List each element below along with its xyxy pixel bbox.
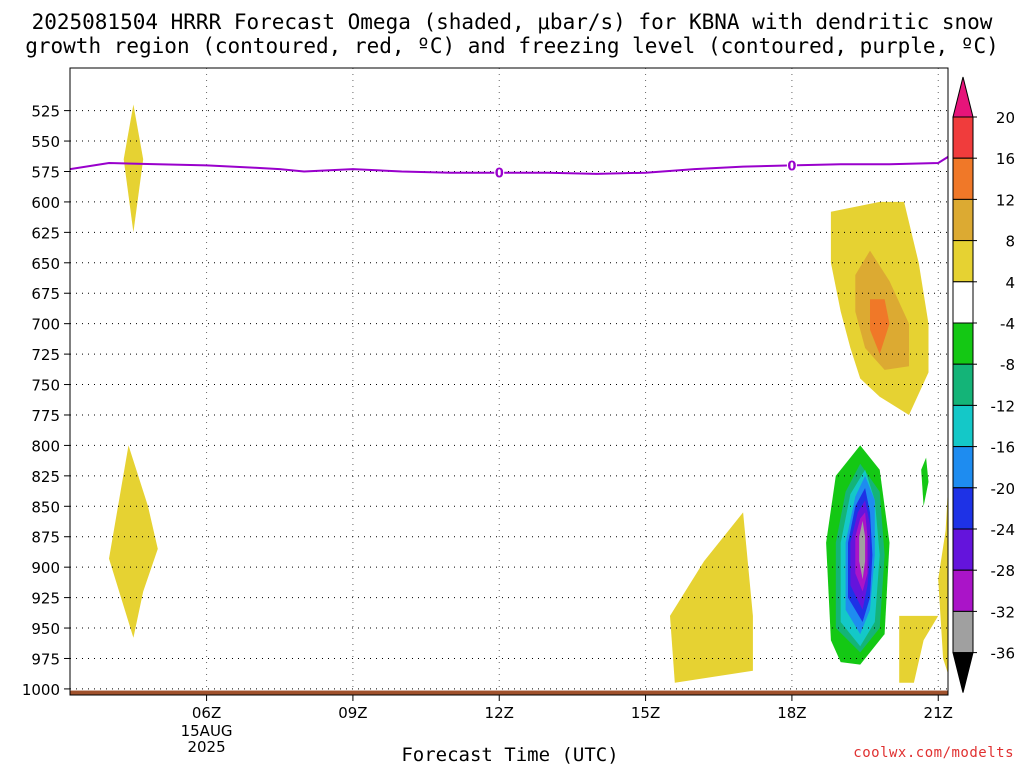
y-tick-label: 950	[31, 620, 60, 638]
y-tick-label: 925	[31, 590, 60, 608]
y-tick-label: 525	[31, 103, 60, 121]
freezing-level-label: 0	[495, 167, 504, 182]
y-tick-label: 650	[31, 255, 60, 273]
colorbar-label: 4	[1005, 274, 1015, 292]
colorbar-label: 8	[1005, 233, 1015, 251]
x-axis-title: Forecast Time (UTC)	[401, 744, 619, 766]
colorbar-box	[952, 281, 974, 324]
x-tick-label: 06Z	[192, 704, 221, 722]
colorbar-box	[952, 528, 974, 571]
omega-region-22	[899, 615, 939, 683]
surface-bar	[70, 690, 948, 695]
omega-region-2	[199, 226, 214, 339]
colorbar-top-arrow	[952, 76, 974, 118]
colorbar-bottom-arrow	[952, 652, 974, 693]
colorbar-box	[952, 569, 974, 612]
colorbar-box	[952, 157, 974, 200]
omega-shading	[109, 80, 948, 683]
y-tick-label: 900	[31, 559, 60, 577]
omega-region-10	[870, 299, 890, 355]
colorbar-box	[952, 116, 974, 159]
grid	[70, 68, 948, 695]
colorbar-label: 12	[996, 191, 1015, 209]
y-tick-label: 775	[31, 407, 60, 425]
y-axis: 525 550 575 600 625 650 675 700 725 750 775 800 825 8…	[22, 103, 70, 699]
y-tick-label: 675	[31, 285, 60, 303]
omega-region-7	[670, 512, 753, 683]
y-tick-label: 1000	[22, 681, 60, 699]
colorbar-label: -36	[991, 645, 1016, 663]
colorbar-label: -20	[991, 480, 1016, 498]
omega-region-19	[859, 520, 866, 580]
colorbar: 20 16 12 8 4 -4 -8 -12 -16 -20 -24 -28 -32 -36	[952, 76, 1016, 693]
y-tick-label: 975	[31, 650, 60, 668]
y-tick-label: 725	[31, 346, 60, 364]
y-tick-label: 750	[31, 377, 60, 395]
contour-label-bg	[786, 158, 797, 173]
y-tick-label: 550	[31, 133, 60, 151]
y-tick-label: 800	[31, 437, 60, 455]
colorbar-label: 16	[996, 150, 1015, 168]
y-tick-label: 625	[31, 224, 60, 242]
colorbar-label: -12	[991, 397, 1016, 415]
omega-region-6	[670, 390, 695, 476]
colorbar-label: -8	[1000, 356, 1015, 374]
credit-text: coolwx.com/modelts	[853, 745, 1014, 761]
x-tick-label: 09Z	[338, 704, 367, 722]
y-tick-label: 850	[31, 498, 60, 516]
x-tick-label: 15Z	[631, 704, 660, 722]
colorbar-label: -24	[991, 521, 1016, 539]
omega-region-3	[109, 445, 158, 638]
chart-title-line-2: growth region (contoured, red, ºC) and f…	[25, 34, 999, 58]
y-tick-label: 600	[31, 194, 60, 212]
y-tick-label: 575	[31, 163, 60, 181]
colorbar-box	[952, 363, 974, 406]
y-tick-label: 825	[31, 468, 60, 486]
freezing-level-label: 0	[787, 159, 796, 174]
colorbar-box	[952, 198, 974, 242]
colorbar-box	[952, 487, 974, 530]
plot-area	[70, 68, 948, 695]
colorbar-box	[952, 322, 974, 365]
x-tick-label: 18Z	[777, 704, 806, 722]
colorbar-box	[952, 610, 974, 654]
colorbar-label: 20	[996, 109, 1015, 127]
omega-region-4	[206, 445, 314, 659]
chart-title-line-1: 2025081504 HRRR Forecast Omega (shaded, …	[31, 10, 993, 34]
x-tick-sublabel: 2025	[187, 738, 225, 756]
colorbar-box	[952, 240, 974, 283]
colorbar-label: -16	[991, 439, 1016, 457]
plot-frame	[69, 67, 949, 696]
colorbar-label: -28	[991, 562, 1016, 580]
x-tick-label: 12Z	[485, 704, 514, 722]
omega-region-23	[938, 487, 948, 674]
y-tick-label: 700	[31, 316, 60, 334]
colorbar-label: -4	[1000, 315, 1015, 333]
colorbar-box	[952, 446, 974, 489]
colorbar-box	[952, 404, 974, 448]
y-tick-label: 875	[31, 529, 60, 547]
contour-label-bg	[494, 165, 505, 180]
x-tick-label: 21Z	[924, 704, 953, 722]
omega-region-1	[382, 80, 397, 123]
omega-region-21	[921, 457, 929, 507]
colorbar-label: -32	[991, 603, 1016, 621]
surface	[70, 690, 948, 695]
omega-region-5	[543, 354, 592, 580]
x-tick-sublabel: 15AUG	[181, 722, 233, 740]
omega-region-0	[123, 104, 144, 233]
